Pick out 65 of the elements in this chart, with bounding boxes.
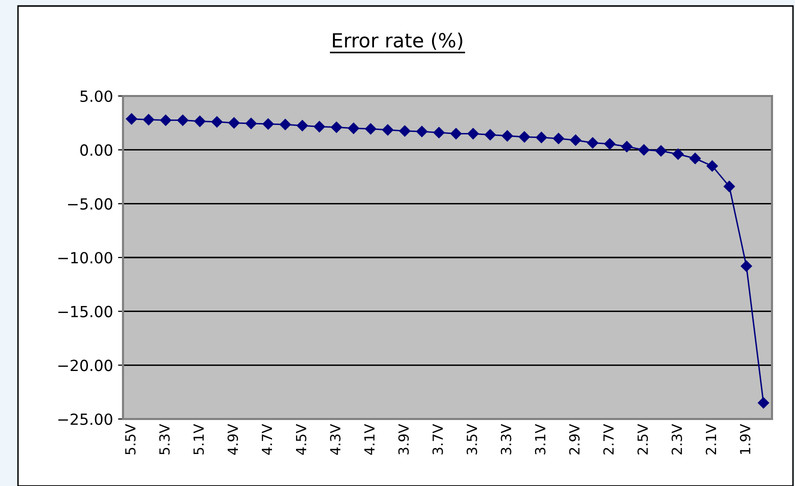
point — [655, 145, 667, 157]
y-tick-label: −5.00 — [68, 198, 112, 210]
x-tick-label: 3.9V — [398, 424, 409, 454]
chart-title: Error rate (%) — [332, 32, 462, 50]
point — [638, 144, 650, 156]
point — [621, 140, 632, 152]
point — [228, 117, 240, 129]
y-tick-label: −25.00 — [58, 413, 112, 426]
x-tick-label: 4.1V — [364, 424, 374, 455]
point — [758, 397, 770, 408]
point — [536, 132, 548, 144]
point — [468, 128, 479, 140]
point — [160, 114, 172, 126]
point — [587, 137, 598, 148]
y-tick-label: −15.00 — [58, 306, 112, 318]
point — [126, 113, 138, 125]
point — [177, 114, 188, 126]
point — [143, 114, 154, 126]
x-tick-label: 2.1V — [706, 424, 716, 454]
point — [450, 128, 462, 140]
point — [280, 118, 291, 130]
point — [365, 123, 376, 134]
x-tick-label: 4.7V — [262, 424, 272, 455]
point — [194, 116, 206, 127]
point — [211, 116, 223, 128]
point — [672, 148, 684, 160]
point — [740, 260, 752, 272]
x-tick-label: 4.3V — [330, 424, 341, 455]
x-tick-label: 3.7V — [432, 424, 443, 454]
x-tick-label: 5.5V — [125, 424, 136, 454]
point — [416, 126, 428, 138]
x-tick-label: 4.5V — [296, 424, 306, 455]
x-tick-label: 5.1V — [194, 424, 204, 454]
y-tick-label: 5.00 — [80, 90, 112, 102]
x-tick-label: 2.7V — [603, 424, 614, 454]
x-tick-label: 1.9V — [740, 424, 750, 454]
point — [604, 138, 616, 150]
point — [314, 121, 326, 132]
x-tick-label: 3.5V — [466, 424, 478, 454]
point — [245, 118, 257, 130]
point — [399, 125, 410, 137]
point — [484, 129, 496, 140]
y-tick-label: 0.00 — [80, 144, 112, 156]
x-tick-label: 5.3V — [159, 424, 170, 454]
point — [690, 152, 701, 164]
point — [382, 124, 394, 136]
point — [570, 134, 582, 146]
x-tick-label: 2.3V — [672, 424, 682, 454]
x-tick-label: 3.3V — [500, 424, 512, 454]
y-tick-label: −20.00 — [58, 360, 112, 372]
x-tick-label: 3.1V — [534, 424, 546, 454]
x-tick-label: 4.9V — [228, 424, 238, 455]
point — [502, 130, 513, 142]
point — [552, 132, 564, 144]
point — [724, 180, 735, 192]
point — [330, 122, 342, 133]
point — [296, 120, 308, 132]
y-tick-label: −10.00 — [58, 252, 112, 264]
point — [348, 122, 360, 134]
point — [262, 118, 274, 130]
point — [518, 131, 530, 143]
x-tick-label: 2.9V — [569, 424, 580, 454]
point — [706, 160, 718, 172]
point — [433, 127, 445, 138]
x-tick-label: 2.5V — [637, 424, 648, 454]
